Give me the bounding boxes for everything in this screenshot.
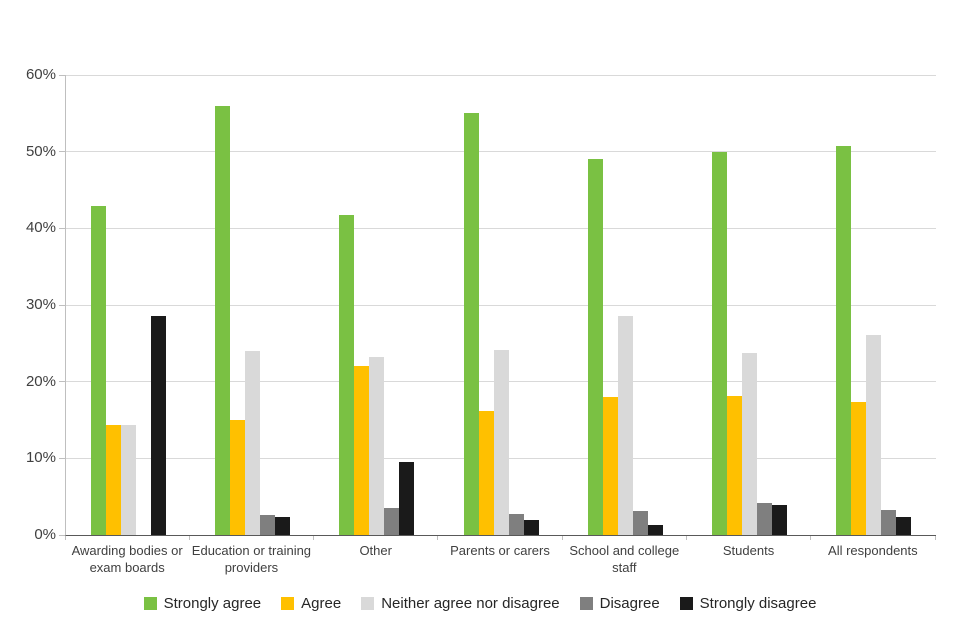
y-tick-mark <box>59 74 65 76</box>
x-tick-mark <box>810 536 812 540</box>
gridline <box>66 151 936 153</box>
y-tick-label: 10% <box>25 449 56 467</box>
x-axis-label: Parents or carers <box>450 543 550 558</box>
bar-disagree <box>384 508 399 535</box>
bar-agree <box>603 397 618 535</box>
bar-strongly-disagree <box>275 517 290 535</box>
bar-agree <box>230 420 245 535</box>
bar-agree <box>851 401 866 535</box>
bar-neither-agree-nor-disagree <box>369 357 384 535</box>
bar-strongly-agree <box>712 151 727 535</box>
x-axis-label: School and college staff <box>569 543 680 575</box>
x-axis-label: Education or training providers <box>191 543 312 575</box>
bar-disagree <box>260 515 275 535</box>
bar-strongly-disagree <box>524 520 539 535</box>
bar-agree <box>727 396 742 535</box>
legend-item: Neither agree nor disagree <box>361 595 560 612</box>
legend-item: Disagree <box>579 595 660 612</box>
x-axis-label: Awarding bodies or exam boards <box>71 543 183 575</box>
bar-neither-agree-nor-disagree <box>245 351 260 535</box>
legend-item: Strongly agree <box>143 595 262 612</box>
legend-swatch-neither-agree-nor-disagree <box>361 597 375 610</box>
legend-label: Disagree <box>599 595 660 612</box>
legend-label: Neither agree nor disagree <box>381 595 560 612</box>
plot-area <box>65 74 936 536</box>
bar-agree <box>479 410 494 535</box>
y-tick-mark <box>59 381 65 383</box>
x-tick-mark <box>188 536 190 540</box>
x-tick-mark <box>561 536 563 540</box>
legend-label: Strongly disagree <box>699 595 817 612</box>
x-tick-mark <box>685 536 687 540</box>
bar-disagree <box>509 514 524 535</box>
bar-strongly-disagree <box>896 516 911 535</box>
x-tick-mark <box>64 536 66 540</box>
y-tick-mark <box>59 534 65 536</box>
bar-strongly-agree <box>91 206 106 535</box>
bar-strongly-agree <box>339 215 354 535</box>
bar-agree <box>106 425 121 535</box>
y-tick-mark <box>59 151 65 153</box>
gridline <box>66 74 936 76</box>
y-tick-label: 40% <box>25 219 56 237</box>
y-tick-label: 50% <box>25 142 56 160</box>
legend-swatch-strongly-agree <box>143 597 157 610</box>
bar-strongly-disagree <box>648 525 663 535</box>
bar-strongly-agree <box>588 159 603 535</box>
y-tick-mark <box>59 304 65 306</box>
legend-item: Strongly disagree <box>679 595 817 612</box>
x-tick-mark <box>313 536 315 540</box>
bar-strongly-agree <box>836 146 851 535</box>
bar-strongly-disagree <box>772 505 787 535</box>
legend-item: Agree <box>281 595 341 612</box>
bar-strongly-agree <box>464 113 479 535</box>
y-tick-label: 30% <box>25 296 56 313</box>
legend-label: Agree <box>301 595 342 612</box>
bar-disagree <box>757 502 772 535</box>
y-tick-label: 20% <box>25 372 56 390</box>
bar-neither-agree-nor-disagree <box>121 425 136 535</box>
y-tick-mark <box>59 227 65 229</box>
bar-neither-agree-nor-disagree <box>742 353 757 535</box>
legend-label: Strongly agree <box>163 595 262 612</box>
bar-strongly-agree <box>215 105 230 535</box>
y-tick-label: 60% <box>25 66 56 83</box>
bar-strongly-disagree <box>399 462 414 535</box>
x-tick-mark <box>437 536 439 540</box>
bar-neither-agree-nor-disagree <box>618 315 633 535</box>
legend: Strongly agree Agree Neither agree nor dis… <box>0 595 960 612</box>
legend-swatch-disagree <box>579 597 593 610</box>
gridline <box>66 227 936 229</box>
x-tick-mark <box>934 536 936 540</box>
bar-disagree <box>881 509 896 535</box>
legend-swatch-agree <box>281 597 295 610</box>
bar-agree <box>354 366 369 535</box>
y-tick-label: 0% <box>34 526 56 543</box>
bar-neither-agree-nor-disagree <box>494 350 509 535</box>
bar-disagree <box>633 510 648 535</box>
legend-swatch-strongly-disagree <box>679 597 693 610</box>
x-axis-label: All respondents <box>828 543 918 558</box>
bar-neither-agree-nor-disagree <box>866 334 881 535</box>
bar-strongly-disagree <box>151 315 166 535</box>
y-tick-mark <box>59 457 65 459</box>
x-axis-label: Students <box>722 543 775 558</box>
x-axis-label: Other <box>359 543 392 558</box>
gridline <box>66 304 936 306</box>
